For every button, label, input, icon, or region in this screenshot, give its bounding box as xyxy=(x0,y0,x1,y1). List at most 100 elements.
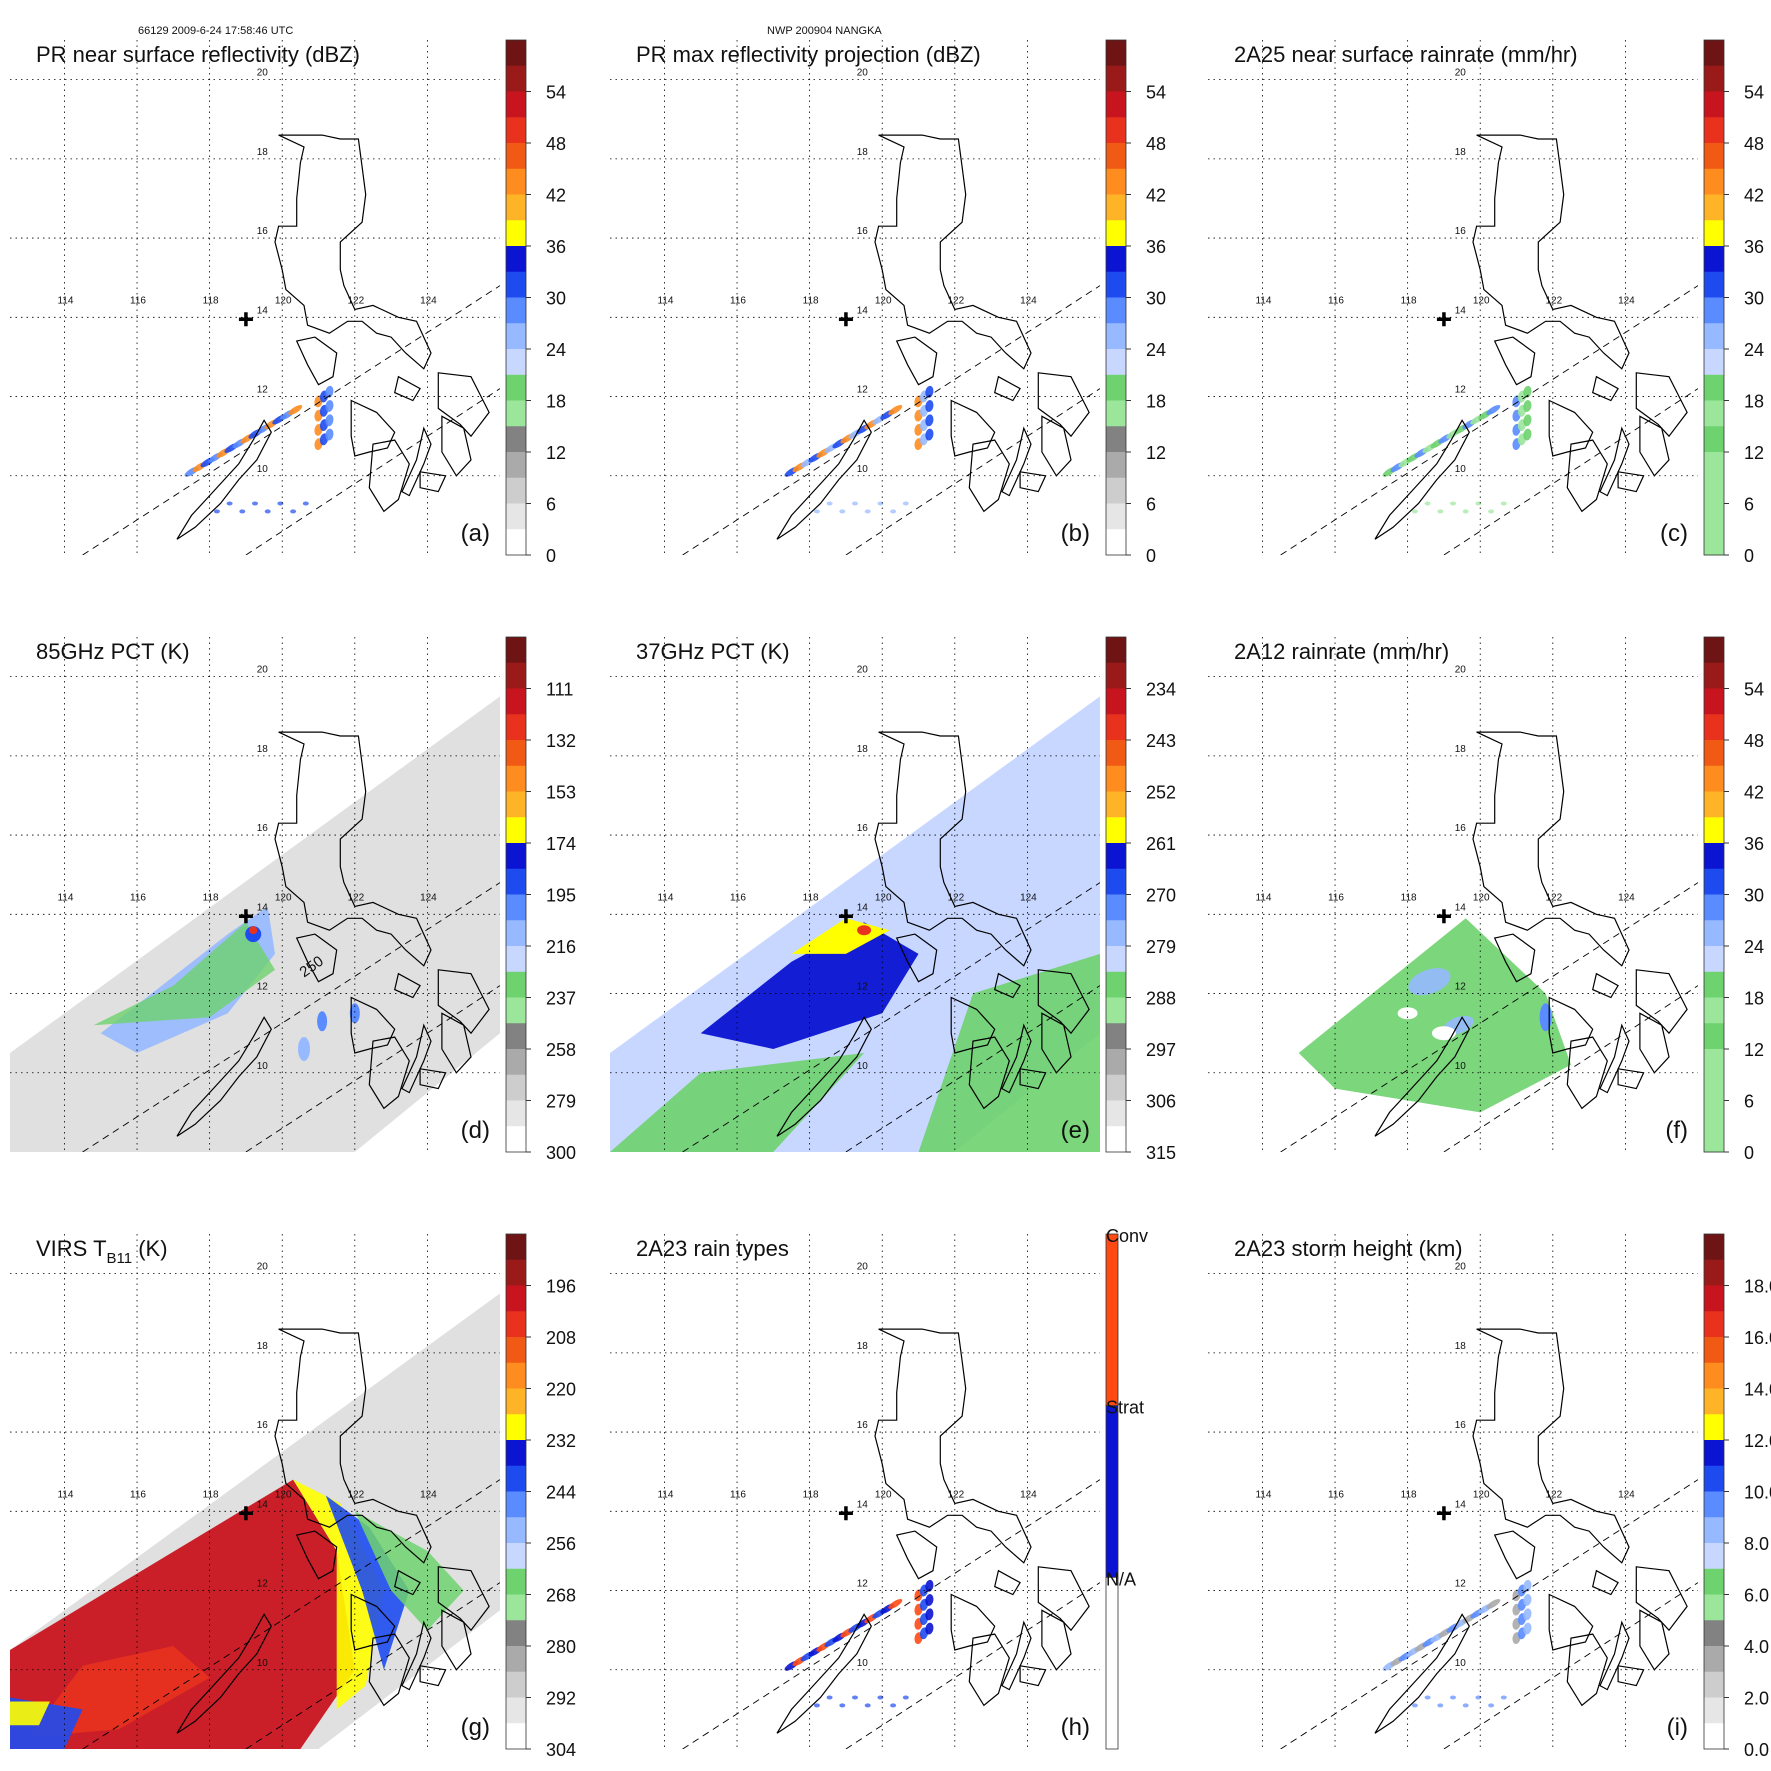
colorbar-segment xyxy=(506,1440,526,1467)
data-cell xyxy=(1500,501,1507,506)
colorbar-tick-label: 258 xyxy=(546,1040,576,1060)
colorbar-tick-label: 132 xyxy=(546,731,576,751)
colorbar-segment xyxy=(1704,1311,1724,1338)
lon-label: 120 xyxy=(875,1489,892,1500)
data-cell xyxy=(1437,1703,1444,1708)
colorbar-segment xyxy=(1704,1440,1724,1467)
colorbar-segment xyxy=(506,40,526,67)
data-cell xyxy=(252,501,258,506)
swath-edge xyxy=(1280,285,1698,555)
colorbar-segment xyxy=(1704,503,1724,530)
coastline xyxy=(295,933,338,983)
lat-label: 20 xyxy=(1455,68,1467,79)
data-cell xyxy=(813,1703,820,1708)
coastline xyxy=(994,972,1021,999)
coastline xyxy=(441,415,472,477)
data-cell xyxy=(317,1011,328,1032)
coastline xyxy=(1472,731,1630,967)
swath-edge xyxy=(245,985,500,1152)
panel-label: (e) xyxy=(1061,1117,1090,1144)
lon-label: 122 xyxy=(1545,892,1562,903)
swath-edge xyxy=(1280,1479,1698,1749)
coastline xyxy=(441,1012,472,1074)
lon-label: 116 xyxy=(730,1489,746,1500)
data-cell xyxy=(888,1599,903,1609)
panel-title: 2A23 rain types xyxy=(636,1236,789,1261)
swath-edge xyxy=(1280,882,1698,1152)
panel-label: (i) xyxy=(1667,1714,1688,1741)
coastline xyxy=(401,1620,432,1691)
lat-label: 10 xyxy=(857,464,869,475)
map-area xyxy=(610,637,1100,1152)
colorbar-tick-label: 270 xyxy=(1146,886,1176,906)
colorbar-segment xyxy=(506,246,526,273)
colorbar-segment xyxy=(506,1126,526,1153)
coastline xyxy=(295,1530,338,1580)
coastline xyxy=(895,336,938,386)
colorbar-segment xyxy=(506,688,526,715)
colorbar-tick-label: 12.0 xyxy=(1744,1431,1771,1451)
colorbar-tick-label: 300 xyxy=(546,1143,576,1163)
colorbar-category-label: Conv xyxy=(1106,1226,1148,1246)
lon-label: 122 xyxy=(947,295,964,306)
coastline xyxy=(1041,1609,1072,1671)
coastline xyxy=(1001,1620,1032,1691)
swath-edge xyxy=(245,388,500,555)
lon-label: 116 xyxy=(1328,295,1344,306)
coastline xyxy=(274,731,432,967)
data-cell xyxy=(852,1695,858,1700)
colorbar-tick-label: 195 xyxy=(546,886,576,906)
colorbar-segment xyxy=(1106,714,1126,741)
colorbar-tick-label: 24 xyxy=(1744,937,1764,957)
colorbar-segment xyxy=(1106,817,1126,844)
panel-g: 114 116 118 120 122 124 20 18 16 14 12 10 VIRS TB11 … xyxy=(10,1233,576,1760)
colorbar-tick-label: 54 xyxy=(1744,680,1764,700)
coastline xyxy=(401,426,432,497)
colorbar-segment xyxy=(1704,714,1724,741)
data-cell xyxy=(925,1579,934,1592)
colorbar-segment xyxy=(1704,765,1724,792)
panel-title: VIRS TB11 (K) xyxy=(36,1236,168,1267)
colorbar-tick-label: 220 xyxy=(546,1380,576,1400)
colorbar: Conv Strat N/A xyxy=(1105,1226,1148,1750)
lon-label: 118 xyxy=(1401,892,1417,903)
lat-label: 16 xyxy=(857,226,869,237)
colorbar-segment xyxy=(1704,1234,1724,1261)
storm-center-marker xyxy=(1436,1506,1451,1521)
data-cell xyxy=(325,400,334,412)
coastline xyxy=(437,372,490,438)
colorbar-tick-label: 292 xyxy=(546,1689,576,1709)
colorbar-segment xyxy=(1105,1405,1119,1578)
data-cell xyxy=(890,1703,897,1708)
data-cell xyxy=(1397,1007,1418,1020)
lon-label: 114 xyxy=(1255,295,1271,306)
colorbar-tick-label: 12 xyxy=(546,443,566,463)
lat-label: 10 xyxy=(257,1061,269,1072)
colorbar-tick-label: 18 xyxy=(1744,392,1764,412)
lat-label: 16 xyxy=(857,1420,869,1431)
panel-e: 114 116 118 120 122 124 20 18 16 14 12 10 37GHz PCT … xyxy=(610,636,1176,1163)
lat-label: 16 xyxy=(257,823,269,834)
colorbar-segment xyxy=(1106,894,1126,921)
colorbar-segment xyxy=(1704,426,1724,453)
data-cell xyxy=(213,509,220,514)
swath-edge xyxy=(845,388,1100,555)
colorbar-segment xyxy=(1106,117,1126,144)
coastline xyxy=(1472,1328,1630,1564)
panel-d: 114 116 118 120 122 124 20 18 16 14 12 10 85GHz PCT … xyxy=(10,636,576,1163)
colorbar-segment xyxy=(1106,503,1126,530)
colorbar: 54 48 42 36 30 24 18 12 6 0 xyxy=(1703,39,1764,566)
swath-edge xyxy=(682,882,1100,1152)
lon-label: 122 xyxy=(347,1489,364,1500)
data-cell xyxy=(1486,1599,1501,1609)
data-cell xyxy=(1450,1695,1456,1700)
colorbar-segment xyxy=(1704,323,1724,350)
panel-title: 2A25 near surface rainrate (mm/hr) xyxy=(1234,42,1578,67)
coastline xyxy=(1001,426,1032,497)
lat-label: 16 xyxy=(1455,1420,1467,1431)
lon-label: 124 xyxy=(1618,295,1635,306)
colorbar-segment xyxy=(506,1311,526,1338)
colorbar-segment xyxy=(506,477,526,504)
colorbar-tick-label: 0 xyxy=(1744,546,1754,566)
lon-label: 122 xyxy=(1545,295,1562,306)
